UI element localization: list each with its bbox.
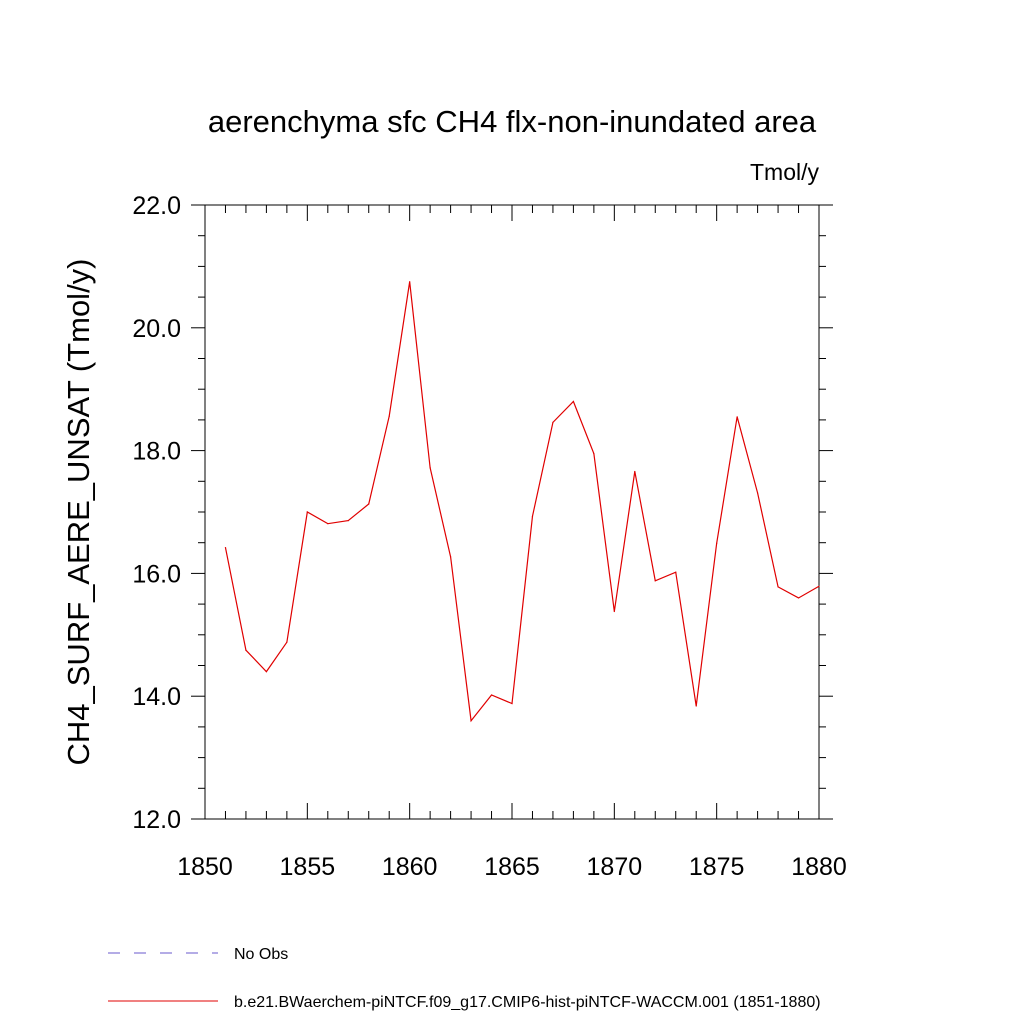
data-point bbox=[695, 705, 697, 707]
plot-frame bbox=[204, 204, 820, 820]
legend-label-no-obs: No Obs bbox=[234, 946, 288, 963]
data-point bbox=[286, 641, 288, 643]
data-point bbox=[224, 547, 227, 549]
tick-labels: 1850 1855 1860 1865 1870 1875 1880 12.0 14.0 16.0… bbox=[132, 192, 846, 881]
data-point bbox=[777, 586, 779, 588]
x-tick-label: 1850 bbox=[177, 853, 233, 881]
data-point bbox=[327, 523, 329, 525]
y-tick-label: 22.0 bbox=[132, 192, 181, 220]
data-point bbox=[368, 503, 370, 505]
data-point bbox=[470, 720, 472, 722]
y-tick-label: 12.0 bbox=[132, 806, 181, 834]
legend-label-model-run: b.e21.BWaerchem-piNTCF.f09_g17.CMIP6-his… bbox=[234, 994, 821, 1011]
x-tick-label: 1865 bbox=[484, 853, 540, 881]
data-point bbox=[552, 421, 554, 423]
series-line-0 bbox=[224, 281, 820, 723]
data-point bbox=[757, 492, 759, 494]
data-point bbox=[634, 470, 636, 473]
data-point bbox=[818, 585, 820, 587]
chart-title: aerenchyma sfc CH4 flx-non-inundated are… bbox=[208, 104, 817, 139]
x-tick-label: 1860 bbox=[382, 853, 438, 881]
y-tick-label: 16.0 bbox=[132, 560, 181, 588]
data-point bbox=[797, 597, 800, 599]
series-layer bbox=[224, 281, 820, 723]
x-tick-label: 1870 bbox=[587, 853, 643, 881]
x-tick-label: 1875 bbox=[689, 853, 745, 881]
data-point bbox=[450, 556, 452, 558]
plot-area bbox=[204, 204, 820, 820]
data-point bbox=[675, 571, 677, 573]
legend: No Obs b.e21.BWaerchem-piNTCF.f09_g17.CM… bbox=[108, 946, 821, 1011]
y-tick-label: 14.0 bbox=[132, 683, 181, 711]
axis-ticks bbox=[191, 204, 833, 820]
data-point bbox=[716, 542, 718, 544]
data-point bbox=[388, 415, 390, 417]
data-point bbox=[613, 610, 615, 613]
data-point bbox=[265, 671, 267, 673]
x-tick-label: 1880 bbox=[791, 853, 847, 881]
y-tick-label: 20.0 bbox=[132, 315, 181, 343]
y-axis-label: CH4_SURF_AERE_UNSAT (Tmol/y) bbox=[61, 258, 96, 765]
units-label: Tmol/y bbox=[750, 159, 820, 185]
data-point bbox=[654, 580, 656, 582]
y-tick-label: 18.0 bbox=[132, 438, 181, 466]
data-point bbox=[593, 453, 595, 455]
data-point bbox=[429, 467, 431, 469]
x-tick-label: 1855 bbox=[280, 853, 336, 881]
data-point bbox=[511, 702, 513, 705]
data-point bbox=[572, 400, 575, 403]
data-point bbox=[490, 694, 493, 696]
data-point bbox=[306, 511, 308, 513]
data-point bbox=[409, 281, 411, 283]
data-point bbox=[245, 649, 247, 651]
data-point bbox=[736, 416, 738, 418]
data-point bbox=[531, 515, 534, 517]
data-point bbox=[347, 519, 349, 522]
